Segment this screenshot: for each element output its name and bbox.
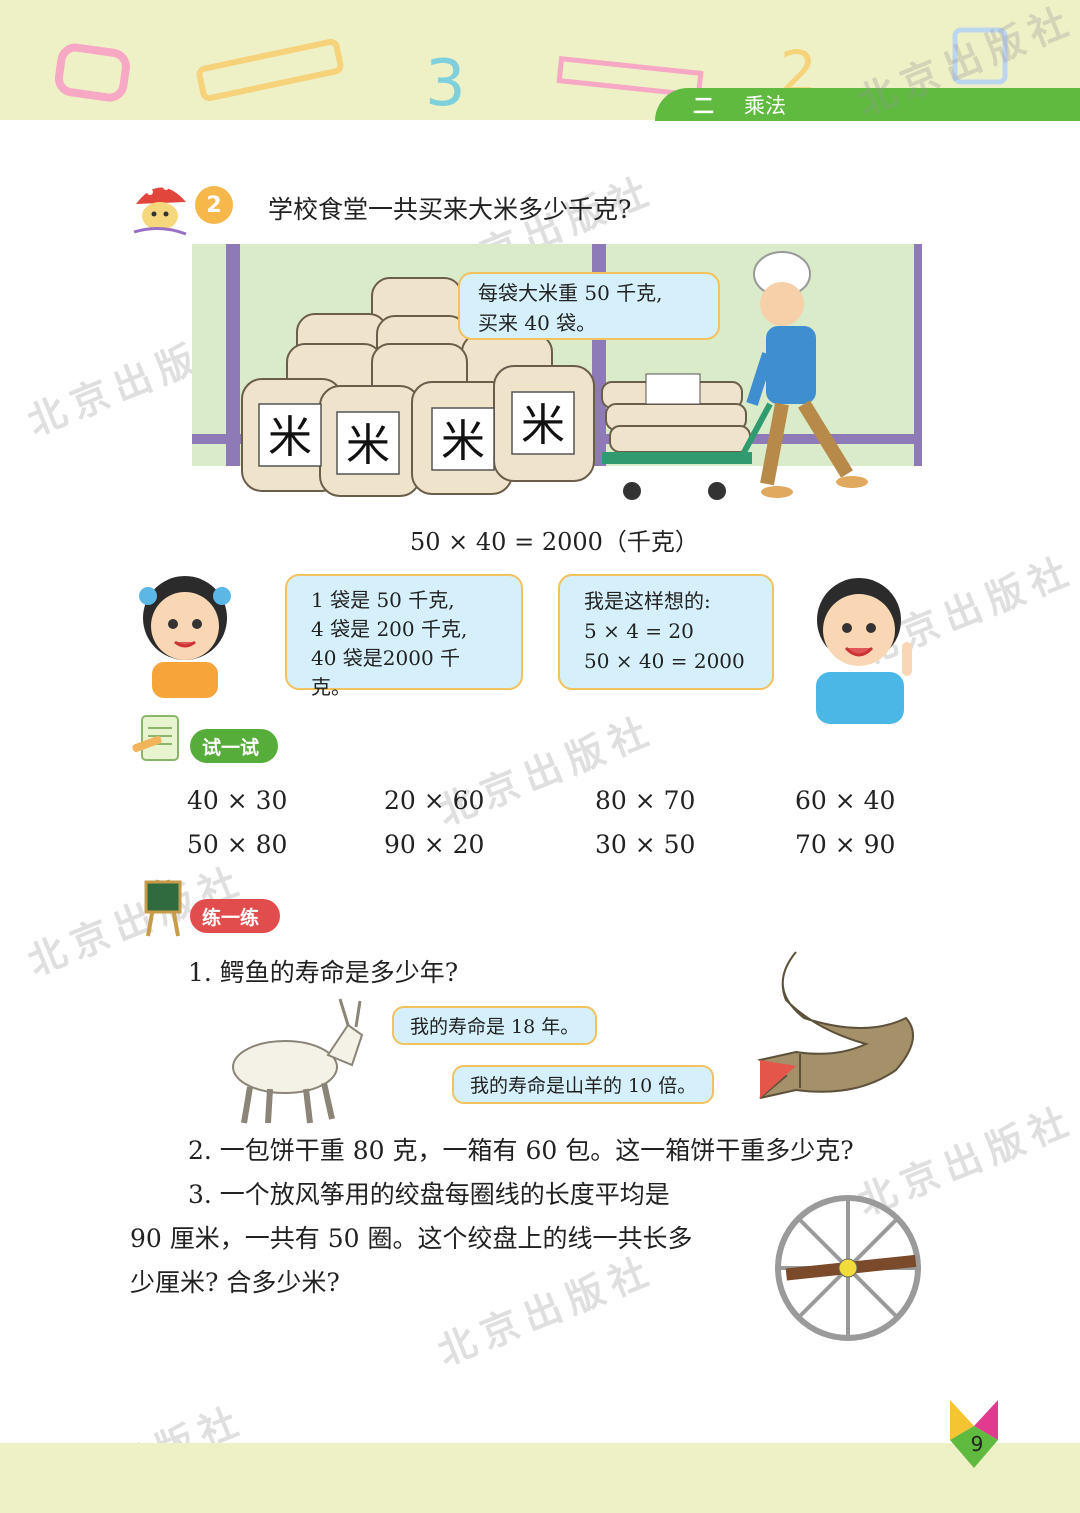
practice-question-3-line: 少厘米? 合多少米? [130, 1268, 340, 1297]
chapter-title: 乘法 [744, 93, 786, 118]
bag-label: 米 [268, 412, 312, 463]
practice-question-1: 1. 鳄鱼的寿命是多少年? [188, 958, 459, 987]
example-question: 学校食堂一共买来大米多少千克? [268, 195, 632, 224]
boy-avatar [816, 578, 912, 724]
try-expression: 20 × 60 [384, 786, 485, 815]
try-expression: 60 × 40 [795, 786, 896, 815]
bag-label: 米 [441, 416, 485, 467]
svg-text:3: 3 [425, 47, 466, 120]
bag-label: 米 [346, 420, 390, 471]
goat-illustration [232, 998, 364, 1124]
bubble-line: 50 × 40 = 2000 [584, 649, 745, 673]
try-row: 50 × 80 90 × 20 30 × 50 70 × 90 [187, 830, 907, 859]
try-expression: 30 × 50 [595, 830, 696, 859]
try-expression: 90 × 20 [384, 830, 485, 859]
watermark: 北京出版社 [431, 707, 662, 835]
try-expression: 70 × 90 [795, 830, 896, 859]
try-section-label: 试一试 [190, 729, 278, 763]
page-number: 9 [970, 1432, 984, 1456]
practice-question-3-line: 90 厘米，一共有 50 圈。这个绞盘上的线一共长多 [130, 1224, 693, 1253]
bubble-line: 我是这样想的: [584, 589, 711, 613]
crocodile-speech-bubble: 我的寿命是山羊的 10 倍。 [452, 1065, 715, 1104]
bubble-line: 1 袋是 50 千克, [311, 588, 455, 612]
watermark: 北京出版社 [431, 1247, 662, 1375]
try-expression: 80 × 70 [595, 786, 696, 815]
try-expression: 50 × 80 [187, 830, 288, 859]
bubble-line: 4 袋是 200 千克, [311, 617, 468, 641]
girl-avatar [139, 576, 231, 698]
chef-speech-bubble: 每袋大米重 50 千克, 买来 40 袋。 [458, 272, 720, 340]
mushroom-mascot-icon [133, 184, 187, 236]
try-row: 40 × 30 20 × 60 80 × 70 60 × 40 [187, 786, 907, 815]
kite-reel-illustration [775, 1195, 921, 1341]
boy-speech-bubble: 我是这样想的: 5 × 4 = 20 50 × 40 = 2000 [558, 574, 774, 690]
crocodile-illustration [757, 951, 915, 1099]
footer-band [0, 1443, 1080, 1513]
bubble-line: 每袋大米重 50 千克, [478, 281, 663, 305]
notepad-pencil-icon [132, 715, 179, 761]
practice-section-label: 练一练 [190, 899, 280, 933]
goat-speech-bubble: 我的寿命是 18 年。 [392, 1006, 598, 1045]
bubble-line: 买来 40 袋。 [478, 311, 597, 335]
blackboard-easel-icon [144, 879, 182, 937]
bag-label: 米 [521, 400, 565, 451]
bubble-line: 40 袋是2000 千克。 [311, 646, 461, 699]
header-band: 3 2 [0, 0, 1080, 121]
girl-speech-bubble: 1 袋是 50 千克, 4 袋是 200 千克, 40 袋是2000 千克。 [285, 574, 523, 699]
try-expression: 40 × 30 [187, 786, 288, 815]
chapter-tab: 二 乘法 [655, 88, 1080, 121]
practice-question-3-line: 3. 一个放风筝用的绞盘每圈线的长度平均是 [188, 1180, 670, 1209]
main-equation: 50 × 40 = 2000（千克） [410, 528, 699, 556]
practice-question-2: 2. 一包饼干重 80 克，一箱有 60 包。这一箱饼干重多少克? [188, 1136, 854, 1165]
bubble-line: 5 × 4 = 20 [584, 619, 694, 643]
example-number-badge: 2 [195, 186, 233, 224]
chapter-number: 二 [693, 93, 714, 118]
page-number-emblem [950, 1400, 998, 1468]
